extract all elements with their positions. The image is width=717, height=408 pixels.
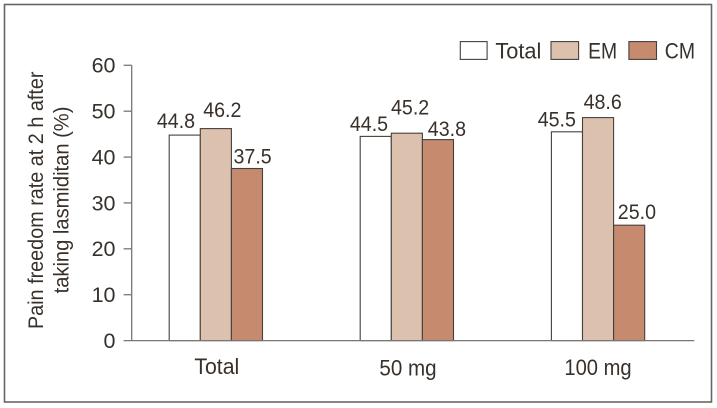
svg-text:60: 60 [92,54,116,78]
svg-text:0: 0 [104,329,116,353]
svg-text:30: 30 [92,191,116,215]
svg-text:40: 40 [92,146,116,170]
svg-text:taking lasmiditan (%): taking lasmiditan (%) [48,107,73,294]
svg-text:Total: Total [194,354,239,379]
svg-text:44.5: 44.5 [350,112,388,136]
svg-text:50: 50 [92,100,116,124]
svg-text:48.6: 48.6 [584,90,622,114]
svg-text:25.0: 25.0 [618,200,656,224]
svg-text:CM: CM [665,38,695,63]
svg-text:43.8: 43.8 [428,117,466,141]
svg-text:46.2: 46.2 [203,98,241,122]
svg-text:45.5: 45.5 [538,108,576,132]
svg-text:10: 10 [92,283,116,307]
svg-text:50 mg: 50 mg [379,355,436,380]
svg-text:Pain freedom rate at 2 h after: Pain freedom rate at 2 h after [23,72,48,330]
svg-text:44.8: 44.8 [157,109,195,133]
svg-text:37.5: 37.5 [234,144,272,168]
svg-text:EM: EM [588,38,617,63]
svg-text:45.2: 45.2 [391,95,429,119]
svg-text:Total: Total [495,39,541,64]
svg-text:100 mg: 100 mg [564,355,631,380]
svg-text:20: 20 [92,237,116,261]
